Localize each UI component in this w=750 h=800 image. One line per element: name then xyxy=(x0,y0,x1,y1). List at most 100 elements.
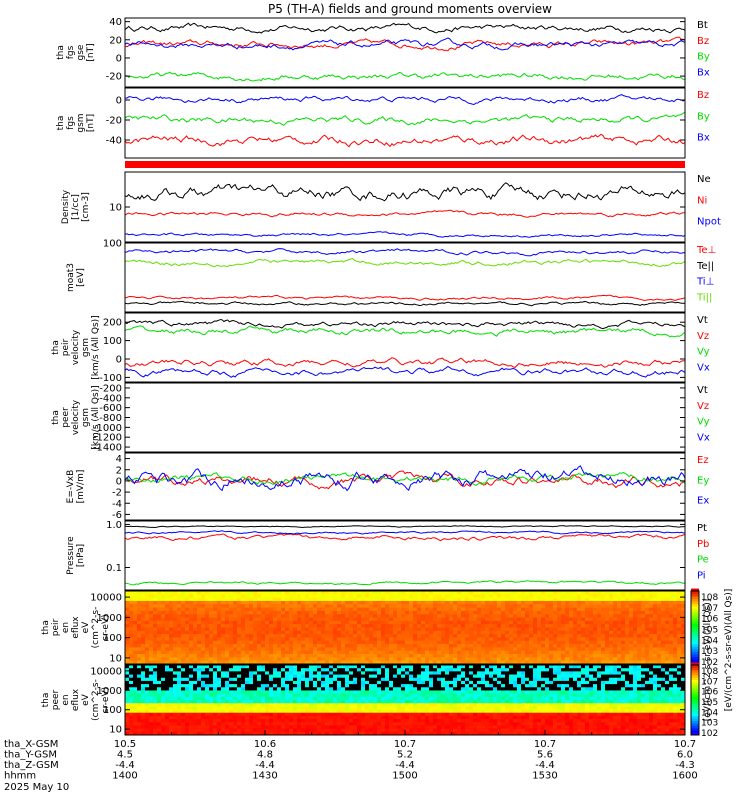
spectrogram-cell xyxy=(285,728,290,733)
spectrogram-cell xyxy=(369,654,374,658)
spectrogram-cell xyxy=(293,706,298,710)
spectrogram-cell xyxy=(325,607,330,612)
spectrogram-cell xyxy=(549,604,554,608)
spectrogram-cell xyxy=(321,709,326,714)
spectrogram-cell xyxy=(341,700,346,704)
spectrogram-cell xyxy=(413,607,418,612)
spectrogram-cell xyxy=(417,719,422,723)
spectrogram-cell xyxy=(129,644,134,648)
spectrogram-cell xyxy=(489,630,494,635)
spectrogram-cell xyxy=(145,634,150,638)
spectrogram-cell xyxy=(533,610,538,615)
spectrogram-cell xyxy=(201,684,206,688)
spectrogram-cell xyxy=(193,604,198,608)
spectrogram-cell xyxy=(333,600,338,605)
spectrogram-cell xyxy=(309,660,314,665)
spectrogram-cell xyxy=(165,696,170,701)
spectrogram-cell xyxy=(417,715,422,720)
spectrogram-cell xyxy=(181,594,186,599)
spectrogram-cell xyxy=(565,644,570,648)
spectrogram-cell xyxy=(253,654,258,658)
spectrogram-cell xyxy=(337,624,342,628)
spectrogram-cell xyxy=(277,696,282,701)
spectrogram-cell xyxy=(277,657,282,662)
spectrogram-cell xyxy=(393,617,398,622)
spectrogram-cell xyxy=(317,627,322,632)
spectrogram-cell xyxy=(325,715,330,720)
spectrogram-cell xyxy=(289,700,294,704)
spectrogram-cell xyxy=(405,614,410,618)
spectrogram-cell xyxy=(273,617,278,622)
spectrogram-cell xyxy=(373,719,378,723)
spectrogram-cell xyxy=(285,703,290,707)
spectrogram-cell xyxy=(669,630,674,635)
spectrogram-cell xyxy=(181,687,186,691)
spectrogram-cell xyxy=(197,668,202,672)
spectrogram-cell xyxy=(433,634,438,638)
spectrogram-cell xyxy=(489,607,494,612)
spectrogram-cell xyxy=(505,637,510,642)
spectrogram-cell xyxy=(189,594,194,599)
spectrogram-cell xyxy=(229,630,234,635)
spectrogram-cell xyxy=(229,665,234,669)
spectrogram-cell xyxy=(337,693,342,698)
spectrogram-cell xyxy=(205,600,210,605)
spectrogram-cell xyxy=(273,680,278,685)
series-line-temp-0 xyxy=(124,294,686,302)
spectrogram-cell xyxy=(365,665,370,669)
spectrogram-cell xyxy=(429,644,434,648)
spectrogram-cell xyxy=(237,657,242,662)
spectrogram-cell xyxy=(161,696,166,701)
spectrogram-cell xyxy=(125,597,130,602)
spectrogram-cell xyxy=(485,607,490,612)
spectrogram-cell xyxy=(617,591,622,595)
spectrogram-cell xyxy=(225,617,230,622)
spectrogram-cell xyxy=(201,627,206,632)
spectrogram-cell xyxy=(589,654,594,658)
spectrogram-cell xyxy=(325,712,330,717)
spectrogram-cell xyxy=(357,597,362,602)
y-tick-label: -1000 xyxy=(93,423,122,434)
spectrogram-cell xyxy=(309,630,314,635)
spectrogram-cell xyxy=(393,600,398,605)
spectrogram-cell xyxy=(609,660,614,665)
spectrogram-cell xyxy=(261,591,266,595)
spectrogram-cell xyxy=(369,600,374,605)
spectrogram-cell xyxy=(165,614,170,618)
spectrogram-cell xyxy=(393,660,398,665)
spectrogram-cell xyxy=(445,654,450,658)
spectrogram-cell xyxy=(429,604,434,608)
spectrogram-cell xyxy=(401,607,406,612)
spectrogram-cell xyxy=(621,647,626,652)
spectrogram-cell xyxy=(165,671,170,675)
spectrogram-cell xyxy=(153,591,158,595)
spectrogram-cell xyxy=(573,624,578,628)
spectrogram-cell xyxy=(605,614,610,618)
y-label-line: gse xyxy=(76,44,86,60)
spectrogram-cell xyxy=(173,703,178,707)
spectrogram-cell xyxy=(665,640,670,645)
spectrogram-cell xyxy=(337,709,342,714)
spectrogram-cell xyxy=(661,597,666,602)
spectrogram-cell xyxy=(293,715,298,720)
spectrogram-cell xyxy=(225,712,230,717)
spectrogram-cell xyxy=(597,630,602,635)
y-label-line: tha xyxy=(41,620,51,635)
spectrogram-cell xyxy=(649,604,654,608)
spectrogram-cell xyxy=(205,660,210,665)
spectrogram-cell xyxy=(221,725,226,730)
spectrogram-cell xyxy=(225,684,230,688)
spectrogram-cell xyxy=(285,706,290,710)
spectrogram-cell xyxy=(545,600,550,605)
spectrogram-cell xyxy=(157,630,162,635)
spectrogram-cell xyxy=(261,690,266,695)
spectrogram-cell xyxy=(497,617,502,622)
spectrogram-cell xyxy=(141,680,146,685)
spectrogram-cell xyxy=(361,725,366,730)
spectrogram-cell xyxy=(393,610,398,615)
spectrogram-cell xyxy=(177,668,182,672)
spectrogram-cell xyxy=(125,624,130,628)
spectrogram-cell xyxy=(249,630,254,635)
spectrogram-cell xyxy=(349,630,354,635)
spectrogram-cell xyxy=(445,610,450,615)
